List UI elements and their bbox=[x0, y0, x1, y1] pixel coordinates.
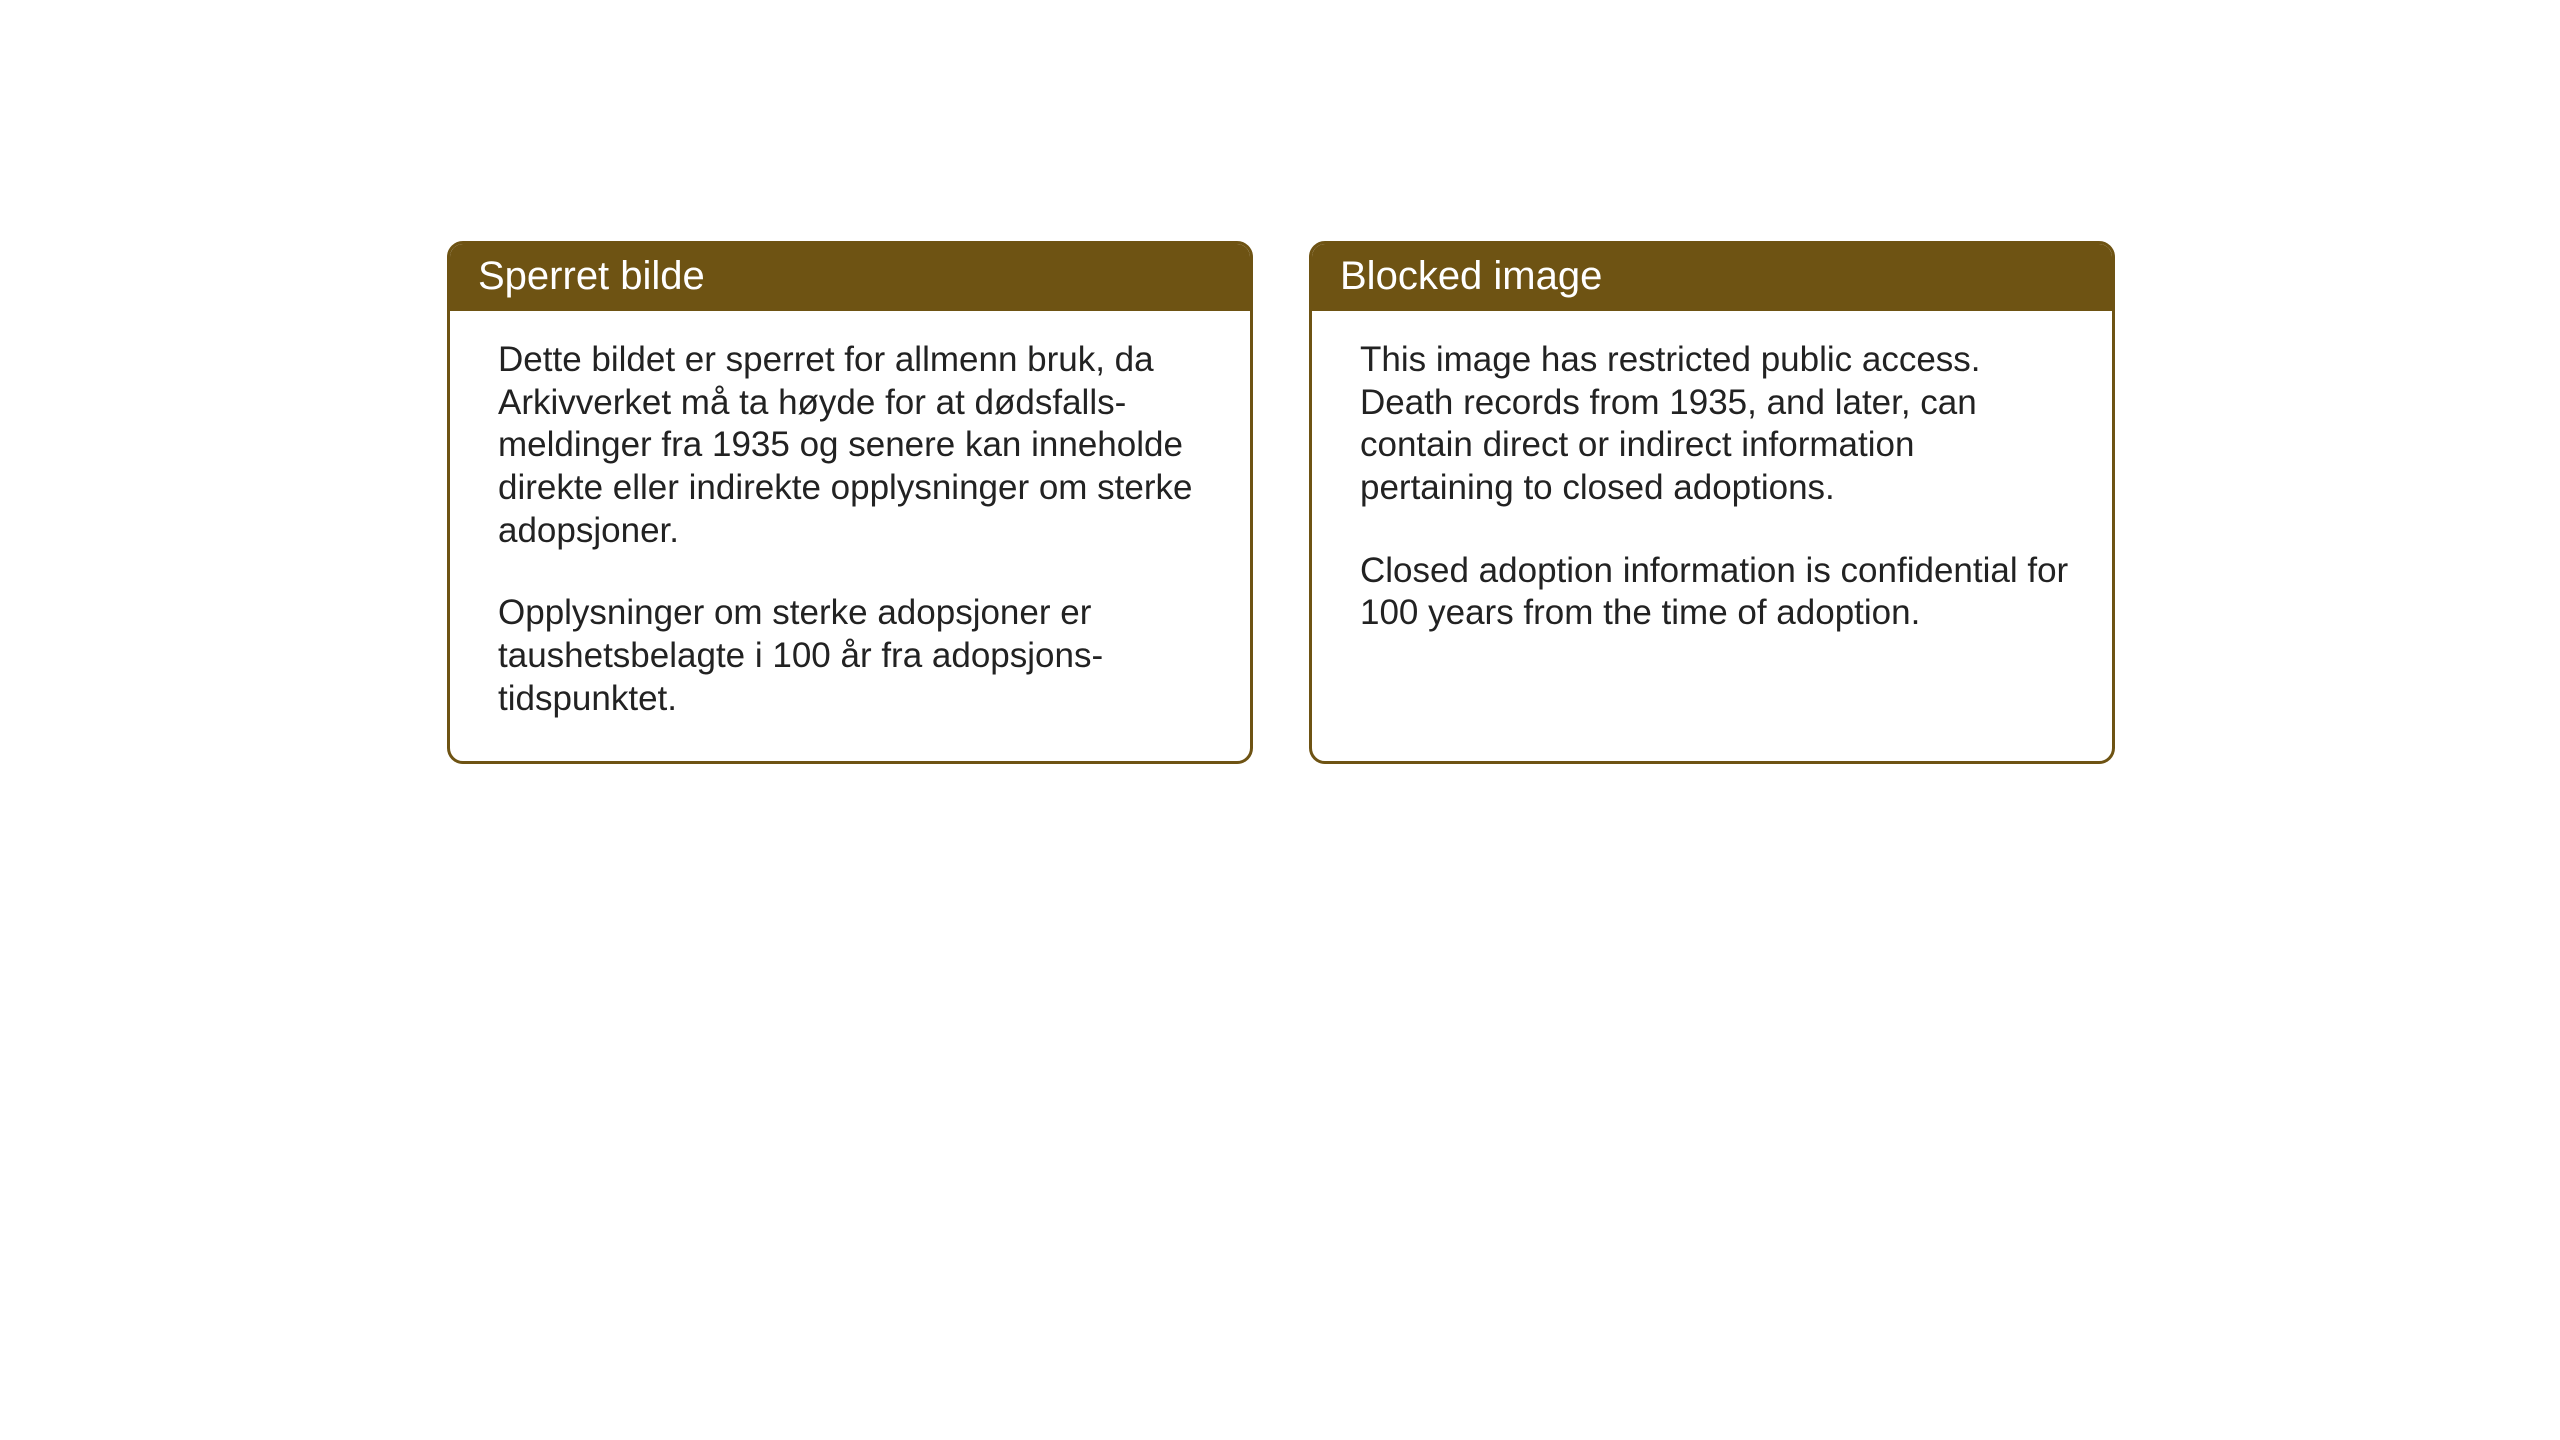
norwegian-card-body: Dette bildet er sperret for allmenn bruk… bbox=[450, 311, 1250, 761]
english-paragraph-2: Closed adoption information is confident… bbox=[1360, 550, 2072, 635]
norwegian-card-title: Sperret bilde bbox=[450, 244, 1250, 311]
english-paragraph-1: This image has restricted public access.… bbox=[1360, 339, 2072, 510]
english-card-title: Blocked image bbox=[1312, 244, 2112, 311]
norwegian-paragraph-2: Opplysninger om sterke adopsjoner er tau… bbox=[498, 592, 1210, 720]
english-card-body: This image has restricted public access.… bbox=[1312, 311, 2112, 675]
notice-cards-container: Sperret bilde Dette bildet er sperret fo… bbox=[447, 241, 2115, 764]
norwegian-paragraph-1: Dette bildet er sperret for allmenn bruk… bbox=[498, 339, 1210, 552]
norwegian-notice-card: Sperret bilde Dette bildet er sperret fo… bbox=[447, 241, 1253, 764]
english-notice-card: Blocked image This image has restricted … bbox=[1309, 241, 2115, 764]
